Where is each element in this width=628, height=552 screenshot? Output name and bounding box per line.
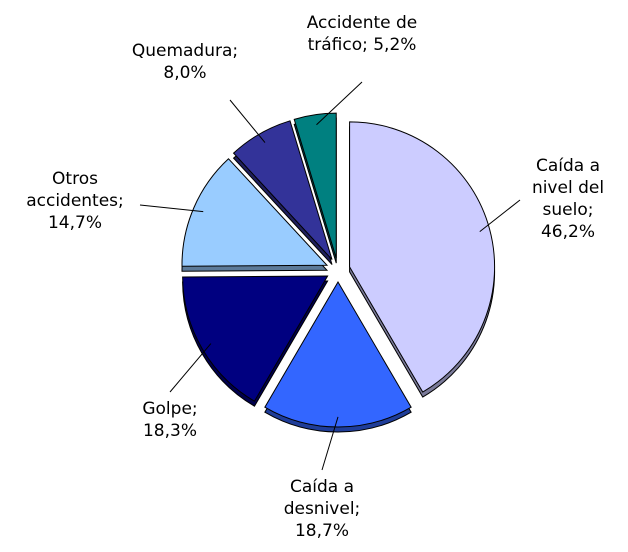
slice — [181, 158, 329, 267]
leader-line — [479, 199, 521, 233]
data-label: Caída a nivel del suelo; 46,2% — [531, 156, 605, 242]
data-label: Caída a desnivel; 18,7% — [283, 477, 361, 541]
leader-line — [229, 99, 266, 143]
leader-line — [321, 416, 339, 471]
leader-line — [139, 204, 204, 213]
slice — [264, 281, 412, 428]
slice — [349, 121, 496, 393]
leader-line — [316, 81, 363, 126]
slice — [182, 275, 329, 402]
data-label: Quemadura; 8,0% — [131, 41, 239, 83]
slice — [293, 112, 337, 259]
data-label: Otros accidentes; 14,7% — [26, 169, 124, 233]
data-label: Golpe; 18,3% — [142, 399, 198, 441]
leader-line — [169, 343, 212, 393]
data-label: Accidente de tráfico; 5,2% — [306, 13, 418, 55]
slice — [232, 120, 333, 260]
